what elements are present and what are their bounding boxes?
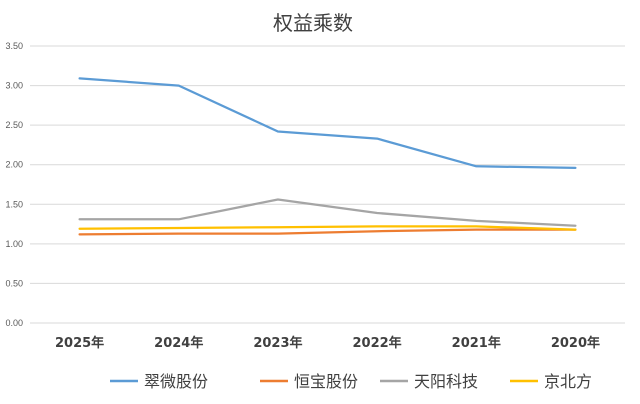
legend-label: 京北方 — [544, 372, 592, 391]
x-axis-ticks: 2025年 2024年 2023年 2022年 2021年 2020年 — [55, 335, 600, 351]
x-tick-label: 2020年 — [551, 335, 600, 351]
series-line-4 — [78, 225, 577, 231]
y-tick-label: 2.50 — [5, 120, 23, 130]
gridlines — [30, 45, 625, 324]
series-line-1 — [78, 77, 577, 170]
x-tick-label: 2025年 — [55, 335, 104, 351]
y-tick-label: 2.00 — [5, 160, 23, 170]
legend-label: 翠微股份 — [144, 372, 208, 391]
y-tick-label: 1.50 — [5, 199, 23, 209]
x-tick-label: 2024年 — [154, 335, 203, 351]
legend-label: 恒宝股份 — [294, 372, 358, 391]
y-tick-label: 0.50 — [5, 278, 23, 288]
legend-item: 天阳科技 — [380, 372, 478, 391]
legend-item: 翠微股份 — [110, 372, 208, 391]
chart-title: 权益乘数 — [273, 11, 353, 35]
x-tick-label: 2023年 — [253, 335, 302, 351]
y-axis-ticks: 0.00 0.50 1.00 1.50 2.00 2.50 3.00 3.50 — [5, 41, 23, 328]
legend-item: 京北方 — [510, 372, 592, 391]
x-tick-label: 2022年 — [352, 335, 401, 351]
legend-label: 天阳科技 — [414, 372, 478, 391]
y-tick-label: 3.50 — [5, 41, 23, 51]
x-tick-label: 2021年 — [452, 335, 501, 351]
y-tick-label: 0.00 — [5, 318, 23, 328]
legend: 翠微股份 恒宝股份 天阳科技 京北方 — [110, 372, 592, 391]
series-lines — [78, 77, 577, 236]
y-tick-label: 3.00 — [5, 81, 23, 91]
legend-item: 恒宝股份 — [260, 372, 358, 391]
series-line-3 — [78, 198, 577, 227]
y-tick-label: 1.00 — [5, 239, 23, 249]
series-line-2 — [78, 228, 577, 236]
